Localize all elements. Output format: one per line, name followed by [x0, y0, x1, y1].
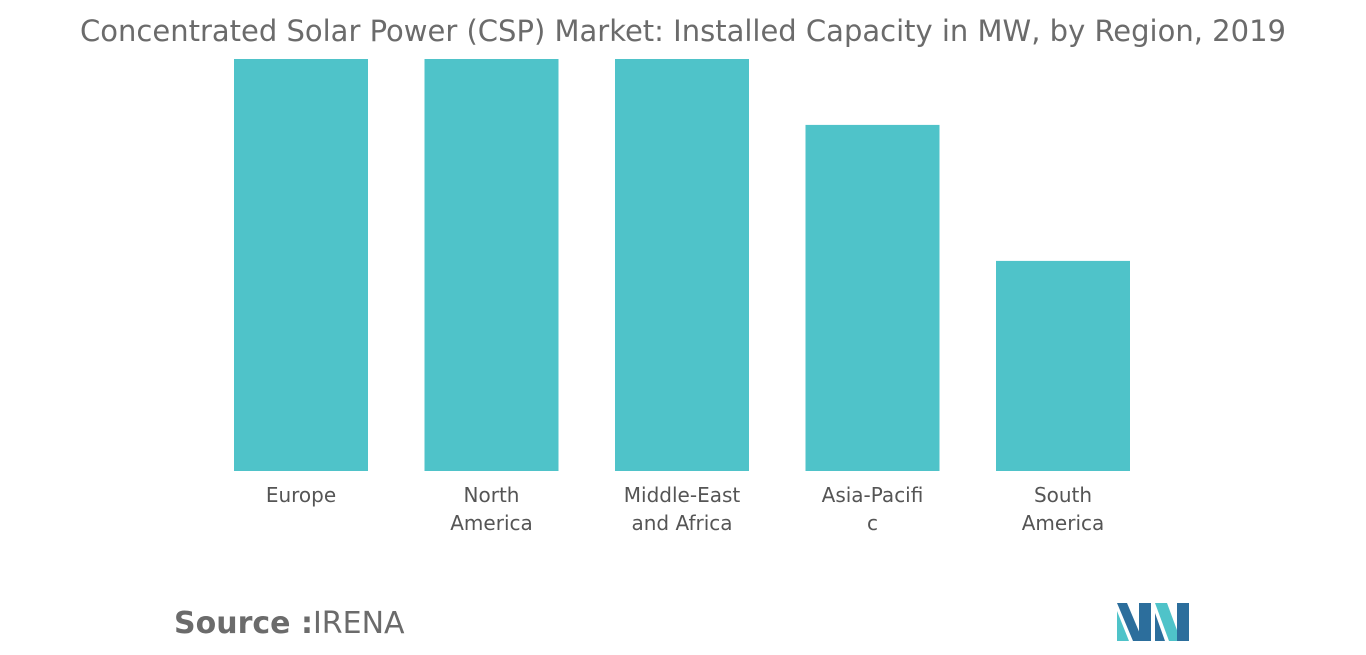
x-tick-label: Europe	[266, 483, 336, 507]
x-tick-label-line: North	[464, 483, 520, 507]
x-tick-label-line: Middle-East	[624, 483, 741, 507]
x-tick-label: North America	[450, 483, 533, 535]
x-tick-label-line: Asia-Pacifi	[822, 483, 924, 507]
x-tick-label: South America	[1022, 483, 1105, 535]
x-tick-label-line: South	[1034, 483, 1092, 507]
x-tick-label: Asia-Pacifi c	[822, 483, 924, 535]
x-tick-label-line: America	[1022, 511, 1105, 535]
x-tick-label: Middle-East and Africa	[624, 483, 741, 535]
x-tick-label-line: America	[450, 511, 533, 535]
chart-title: Concentrated Solar Power (CSP) Market: I…	[80, 14, 1286, 48]
x-tick-label-line: c	[867, 511, 878, 535]
bar-2	[615, 59, 749, 471]
bar-3	[805, 124, 940, 472]
bar-0	[234, 59, 368, 471]
bar-4	[996, 260, 1130, 471]
source-note: Source :IRENA	[174, 606, 405, 641]
source-text: IRENA	[312, 606, 405, 641]
x-axis-tick-labels: Europe North America Middle-East and Africa A…	[266, 483, 1104, 535]
x-tick-label-line: Europe	[266, 483, 336, 507]
bars-group	[234, 59, 1130, 472]
x-tick-label-line: and Africa	[631, 511, 732, 535]
source-prefix: Source :	[174, 606, 313, 641]
mordor-intelligence-logo-icon	[1117, 603, 1189, 641]
bar-1	[424, 59, 559, 471]
bar-chart: Europe North America Middle-East and Africa A…	[234, 59, 1130, 535]
